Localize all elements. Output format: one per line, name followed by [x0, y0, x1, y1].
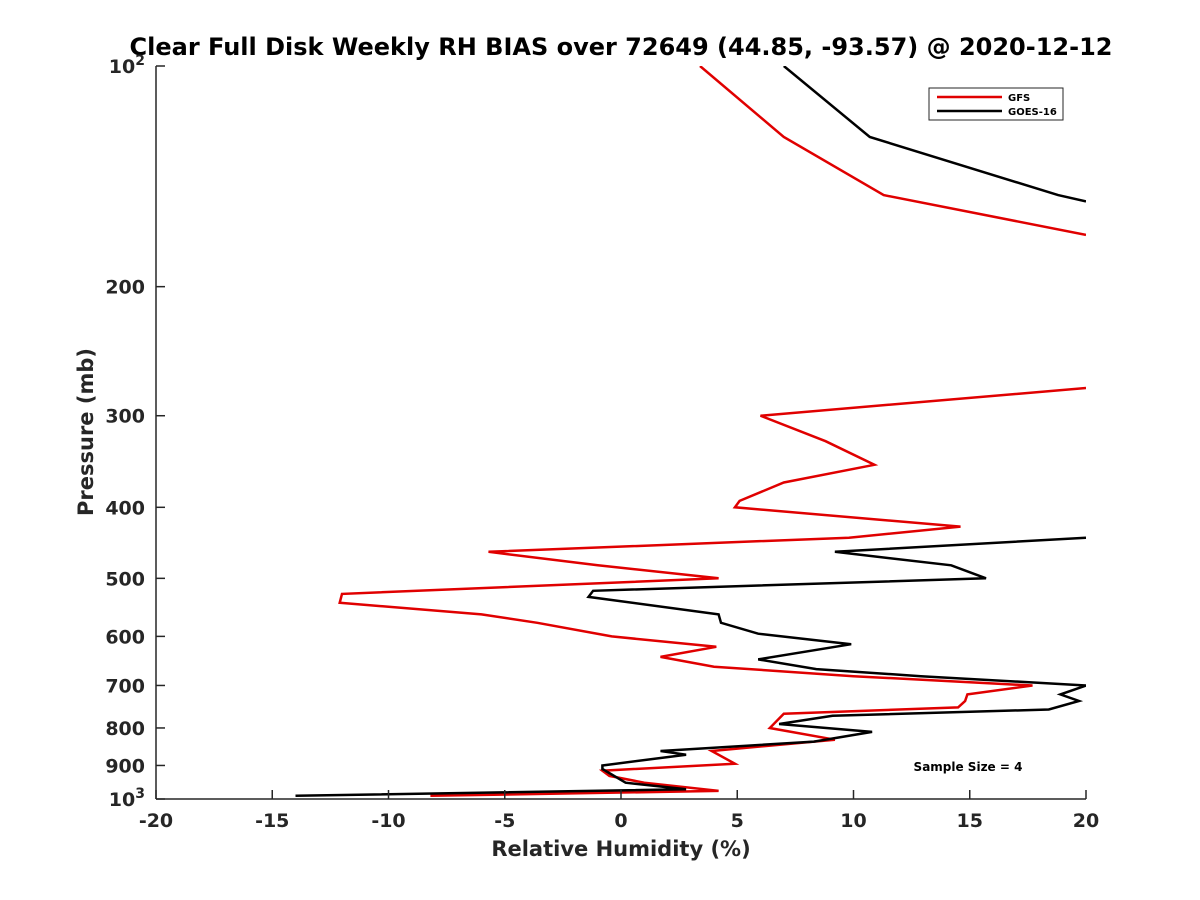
- x-ticks: -20 -15 -10 -5 0 5 10 15 20: [139, 790, 1099, 832]
- series-line-gfs: [338, 66, 1086, 798]
- legend: GFS GOES-16: [928, 87, 1064, 121]
- sample-size-annotation: Sample Size = 4: [914, 760, 1023, 774]
- y-tick-exponent: 3: [135, 786, 145, 802]
- y-tick-exponent: 2: [135, 53, 145, 69]
- x-tick-label: -20: [139, 810, 173, 832]
- x-tick-label: 0: [614, 810, 627, 832]
- y-tick-label: 103: [109, 786, 145, 811]
- y-tick-label: 600: [105, 626, 145, 648]
- series-line-goes-16: [295, 66, 1086, 798]
- y-tick-label: 102: [109, 53, 145, 78]
- x-axis-label: Relative Humidity (%): [491, 837, 750, 861]
- y-tick-label: 500: [105, 568, 145, 590]
- legend-box: [928, 87, 1064, 121]
- series-layer: [295, 66, 1086, 798]
- y-tick-label: 700: [105, 675, 145, 697]
- x-tick-label: 15: [957, 810, 983, 832]
- x-tick-label: 10: [840, 810, 866, 832]
- y-axis-label: Pressure (mb): [74, 348, 98, 516]
- y-tick-label: 400: [105, 497, 145, 519]
- chart-title: Clear Full Disk Weekly RH BIAS over 7264…: [130, 33, 1113, 61]
- x-tick-label: -15: [255, 810, 289, 832]
- legend-label-gfs: GFS: [1008, 93, 1030, 104]
- x-tick-label: -5: [494, 810, 515, 832]
- y-tick-base: 10: [109, 56, 135, 78]
- legend-label-goes16: GOES-16: [1008, 107, 1057, 118]
- y-tick-label: 900: [105, 755, 145, 777]
- x-tick-label: 20: [1073, 810, 1099, 832]
- y-tick-label: 200: [105, 277, 145, 299]
- x-tick-label: 5: [731, 810, 744, 832]
- y-tick-label: 300: [105, 406, 145, 428]
- x-tick-label: -10: [371, 810, 405, 832]
- y-tick-base: 10: [109, 789, 135, 811]
- y-tick-label: 800: [105, 718, 145, 740]
